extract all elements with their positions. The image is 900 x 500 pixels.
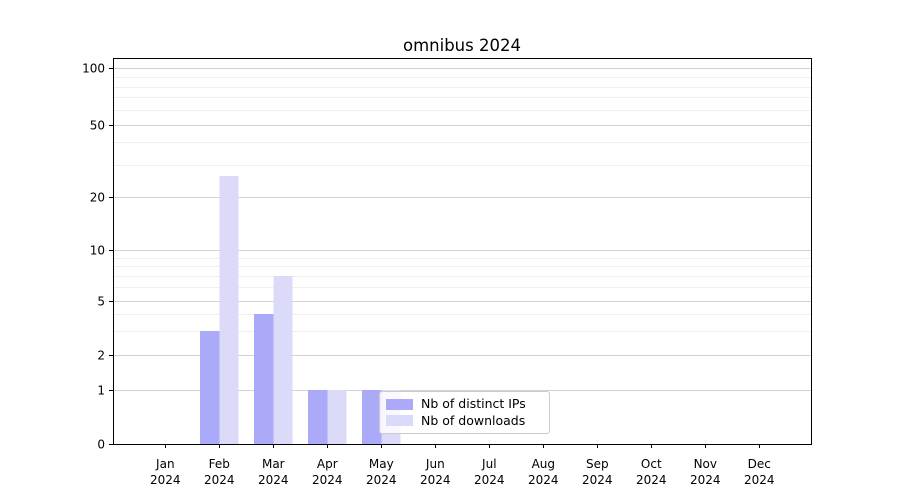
bar-nb-of-distinct-ips-mar [254, 313, 274, 444]
x-tick-label-year: 2024 [744, 473, 775, 487]
y-tick-label: 1 [97, 384, 105, 398]
x-tick-label-month: Jan [155, 457, 175, 471]
x-tick-label-year: 2024 [150, 473, 181, 487]
x-tick-label-year: 2024 [312, 473, 343, 487]
x-tick-label-month: Sep [586, 457, 609, 471]
x-tick-label-year: 2024 [528, 473, 559, 487]
x-tick-label-month: Dec [748, 457, 771, 471]
x-tick-label-month: Apr [317, 457, 338, 471]
x-tick-label-month: Mar [262, 457, 285, 471]
x-tick-label-year: 2024 [420, 473, 451, 487]
x-tick-label-month: Feb [209, 457, 230, 471]
x-tick-label-year: 2024 [204, 473, 235, 487]
bar-nb-of-distinct-ips-may [362, 390, 382, 444]
x-tick-label-month: May [369, 457, 394, 471]
x-tick-label-year: 2024 [636, 473, 667, 487]
legend-label-distinct-ips: Nb of distinct IPs [421, 396, 526, 411]
plot-border [113, 58, 812, 445]
x-tick-label-month: Nov [694, 457, 717, 471]
legend-entry-downloads: Nb of downloads [386, 412, 541, 428]
x-tick-label-year: 2024 [582, 473, 613, 487]
x-tick-label-year: 2024 [690, 473, 721, 487]
x-tick-label-year: 2024 [366, 473, 397, 487]
bar-nb-of-downloads-apr [327, 390, 347, 444]
legend: Nb of distinct IPs Nb of downloads [379, 391, 550, 434]
legend-entry-distinct-ips: Nb of distinct IPs [386, 396, 541, 411]
bar-nb-of-downloads-feb [219, 176, 239, 444]
y-tick-label: 0 [97, 438, 105, 452]
x-tick-label-year: 2024 [474, 473, 505, 487]
legend-label-downloads: Nb of downloads [421, 412, 526, 428]
y-tick-label: 10 [90, 244, 105, 258]
bar-nb-of-distinct-ips-feb [200, 330, 220, 444]
y-tick-label: 2 [97, 349, 105, 363]
x-tick-label-month: Oct [641, 457, 662, 471]
legend-swatch-downloads [386, 415, 413, 427]
bar-nb-of-downloads-mar [273, 276, 293, 444]
x-tick-label-month: Aug [532, 457, 555, 471]
chart-title: omnibus 2024 [403, 36, 521, 55]
y-tick-label: 100 [82, 62, 105, 76]
x-tick-label-year: 2024 [258, 473, 289, 487]
y-tick-label: 50 [90, 119, 105, 133]
y-tick-label: 20 [90, 191, 105, 205]
x-tick-label-month: Jun [425, 457, 445, 471]
x-tick-label-month: Jul [481, 457, 496, 471]
bar-nb-of-distinct-ips-apr [308, 390, 328, 444]
legend-swatch-distinct-ips [386, 398, 413, 410]
y-tick-label: 5 [97, 295, 105, 309]
